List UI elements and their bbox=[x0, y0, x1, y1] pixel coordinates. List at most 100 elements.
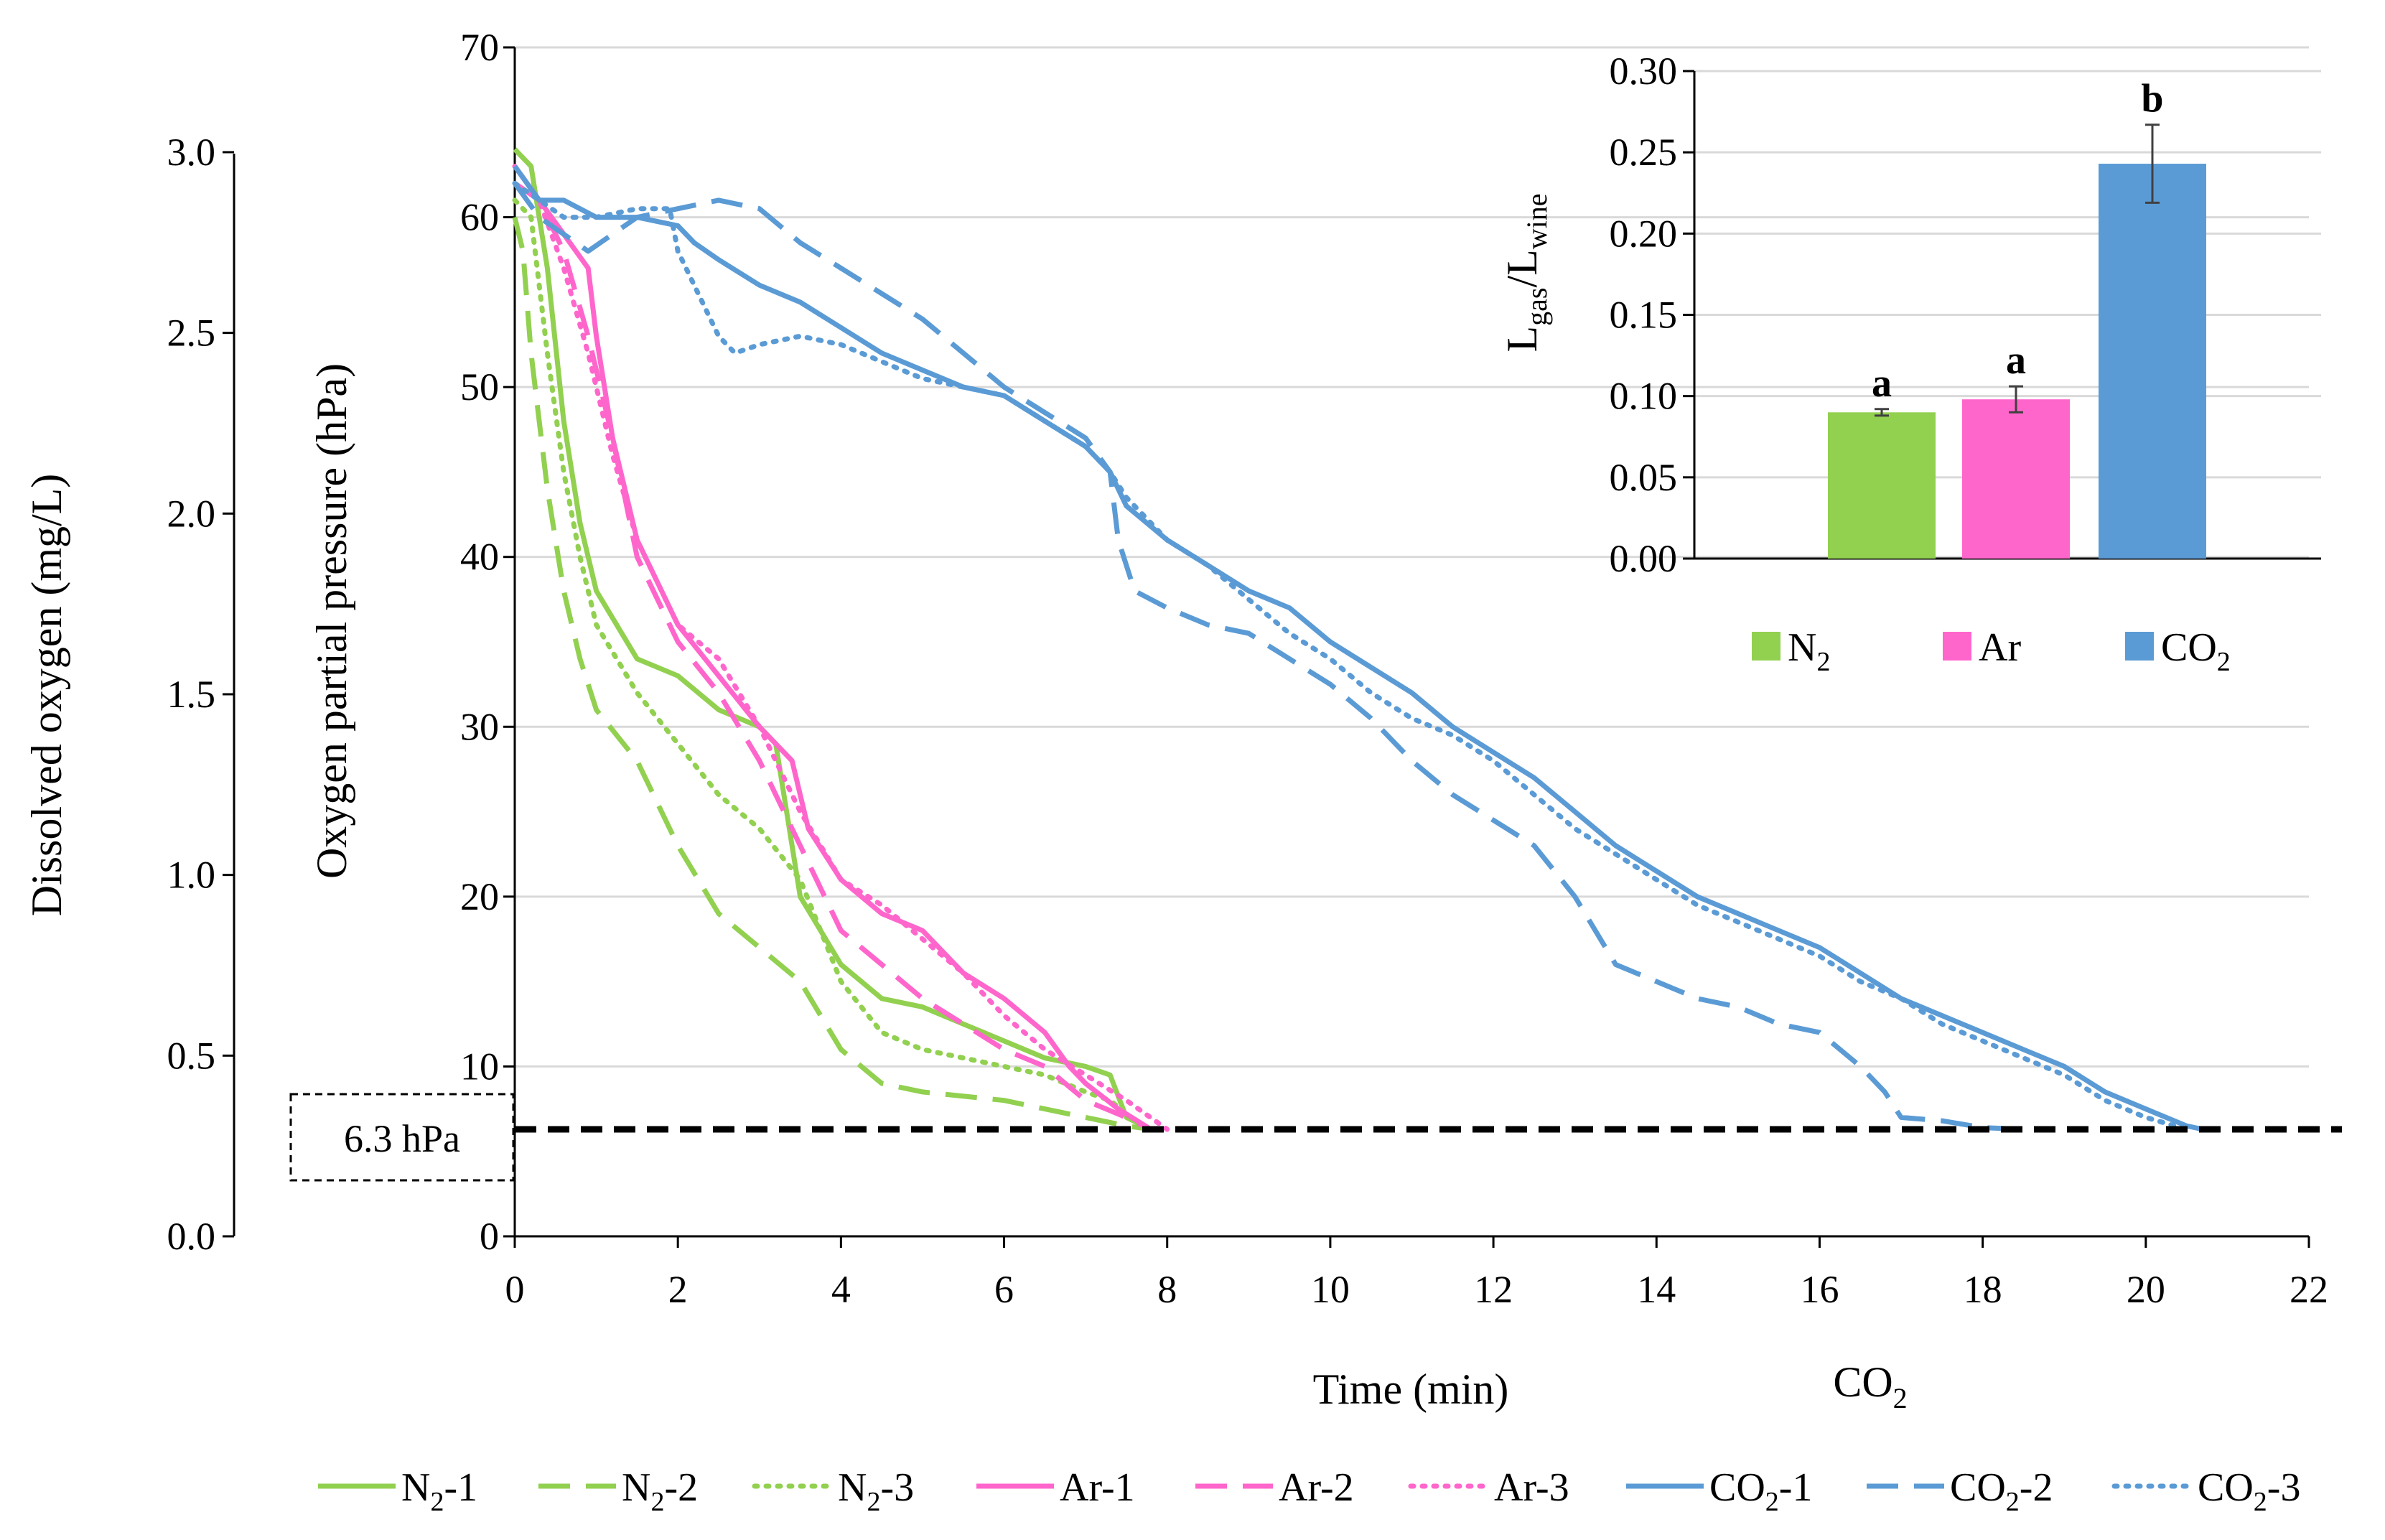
label-subscript: 2 bbox=[430, 1487, 444, 1517]
label-suffix: -3 bbox=[2267, 1465, 2301, 1510]
label-base: N bbox=[401, 1465, 430, 1510]
series-n2-1 bbox=[513, 147, 1152, 1132]
time-axis-title: Time (min) bbox=[1313, 1366, 1509, 1413]
dissolved-oxygen-axis-title: Dissolved oxygen (mg/L) bbox=[23, 474, 70, 917]
x-tick-label: 14 bbox=[1637, 1268, 1676, 1311]
inset-bar-chart: 0.000.050.100.150.200.250.30 Lgas/Lwine … bbox=[1498, 50, 2321, 677]
inset-legend-label-n2: N2 bbox=[1788, 625, 1830, 677]
label-subscript: 2 bbox=[2217, 647, 2231, 677]
significance-label-ar: a bbox=[2006, 338, 2026, 383]
label-base: Ar bbox=[1060, 1465, 1102, 1510]
y-tick-label: 70 bbox=[460, 26, 499, 69]
x-tick-label: 20 bbox=[2127, 1268, 2165, 1311]
series-co2-1 bbox=[513, 164, 2204, 1132]
inset-y-tick-label: 0.25 bbox=[1610, 131, 1678, 174]
label-base: Ar bbox=[1279, 1465, 1321, 1510]
x-tick-label: 2 bbox=[668, 1268, 688, 1311]
y-tick-label: 60 bbox=[460, 196, 499, 239]
label-subscript: 2 bbox=[2254, 1487, 2267, 1517]
y-tick-label: 10 bbox=[460, 1045, 499, 1088]
label-base: CO bbox=[1950, 1465, 2006, 1510]
series-ar-1 bbox=[513, 164, 1152, 1131]
series-n2-2 bbox=[512, 216, 1152, 1132]
y-tick-label: 0 bbox=[480, 1215, 499, 1258]
label-base: CO bbox=[2161, 625, 2217, 670]
legend-label-co2-1: CO2-1 bbox=[1709, 1465, 1812, 1517]
inset-bars: a a b bbox=[1828, 77, 2206, 559]
legend-label-n2-3: N2-3 bbox=[838, 1465, 914, 1517]
threshold-label: 6.3 hPa bbox=[344, 1117, 460, 1160]
label-base: Ar bbox=[1979, 625, 2021, 670]
series-co2-2 bbox=[513, 182, 2024, 1132]
label-base: CO bbox=[2198, 1465, 2254, 1510]
threshold-label-box bbox=[289, 1093, 515, 1182]
inset-y-tick-label: 0.30 bbox=[1610, 50, 1678, 93]
label-suffix: -1 bbox=[444, 1465, 477, 1510]
legend-label-ar-3: Ar-3 bbox=[1494, 1465, 1569, 1510]
series-co2-3 bbox=[512, 180, 2190, 1132]
y-tick-label: 50 bbox=[460, 365, 499, 409]
y-tick-label: 30 bbox=[460, 705, 499, 748]
label-suffix: -3 bbox=[1536, 1465, 1569, 1510]
x-tick-label: 18 bbox=[1964, 1268, 2002, 1311]
inset-y-tick-label: 0.00 bbox=[1610, 537, 1678, 580]
y2-tick-label: 2.5 bbox=[167, 312, 216, 355]
label-suffix: -2 bbox=[664, 1465, 698, 1510]
label-suffix: -3 bbox=[880, 1465, 914, 1510]
threshold: 6.3 hPa bbox=[289, 1093, 2342, 1182]
legend-label-co2-3: CO2-3 bbox=[2198, 1465, 2300, 1517]
inset-legend-swatch-co2 bbox=[2125, 632, 2154, 661]
time-axis: 0 2 4 6 8 10 12 14 16 18 20 22 bbox=[505, 1235, 2328, 1311]
series-layer bbox=[512, 147, 2204, 1132]
inset-legend-label-ar: Ar bbox=[1979, 625, 2021, 670]
label-suffix: -1 bbox=[1101, 1465, 1135, 1510]
inset-y-ticks: 0.00 0.05 0.10 0.15 0.20 0.25 0.30 bbox=[1610, 50, 1694, 580]
label-base: Ar bbox=[1494, 1465, 1536, 1510]
legend-label-ar-1: Ar-1 bbox=[1060, 1465, 1135, 1510]
label-base: N bbox=[1788, 625, 1816, 670]
dissolved-oxygen-axis: 0.0 0.5 1.0 1.5 2.0 2.5 3.0 bbox=[167, 131, 235, 1258]
label-base: N bbox=[838, 1465, 867, 1510]
x-tick-label: 6 bbox=[994, 1268, 1014, 1311]
series-legend: N2-1 N2-2 N2-3 Ar-1 Ar-2 Ar-3 CO2-1 CO2-2 CO2-3 bbox=[318, 1465, 2300, 1517]
series-n2-3 bbox=[512, 197, 1154, 1132]
x-tick-label: 10 bbox=[1311, 1268, 1350, 1311]
label-base: N bbox=[622, 1465, 650, 1510]
inset-y-tick-label: 0.10 bbox=[1610, 375, 1678, 418]
inset-legend-swatch-n2 bbox=[1752, 632, 1780, 661]
x-tick-label: 16 bbox=[1800, 1268, 1839, 1311]
y2-tick-label: 3.0 bbox=[167, 131, 216, 174]
legend-label-n2-1: N2-1 bbox=[401, 1465, 477, 1517]
x-tick-label: 8 bbox=[1157, 1268, 1177, 1311]
y-tick-label: 40 bbox=[460, 536, 499, 579]
oxygen-pressure-axis-title: Oxygen partial pressure (hPa) bbox=[308, 363, 355, 879]
label-base: CO bbox=[1709, 1465, 1765, 1510]
y2-tick-label: 0.5 bbox=[167, 1034, 216, 1077]
label-suffix: -2 bbox=[1320, 1465, 1354, 1510]
bar-co2 bbox=[2099, 164, 2206, 559]
main-gridlines bbox=[515, 46, 2309, 1068]
label-suffix: -1 bbox=[1779, 1465, 1813, 1510]
x-tick-label: 22 bbox=[2290, 1268, 2328, 1311]
significance-label-n2: a bbox=[1872, 361, 1892, 406]
series-ar-2 bbox=[513, 181, 1152, 1132]
label-subscript: 2 bbox=[1816, 647, 1830, 677]
label-subscript: 2 bbox=[867, 1487, 880, 1517]
inset-legend-label-co2: CO2 bbox=[2161, 625, 2231, 677]
bar-ar bbox=[1962, 399, 2070, 559]
bar-n2 bbox=[1828, 412, 1936, 559]
oxygen-pressure-axis: 0 10 20 30 40 50 60 70 bbox=[460, 26, 516, 1258]
x-tick-label: 12 bbox=[1474, 1268, 1513, 1311]
label-subscript: 2 bbox=[1765, 1487, 1779, 1517]
y-tick-label: 20 bbox=[460, 875, 499, 918]
secondary-axis-title-co2: CO2 bbox=[1833, 1358, 1907, 1414]
inset-y-tick-label: 0.15 bbox=[1610, 294, 1678, 337]
legend-label-n2-2: N2-2 bbox=[622, 1465, 698, 1517]
inset-y-tick-label: 0.05 bbox=[1610, 456, 1678, 499]
inset-legend-swatch-ar bbox=[1943, 632, 1971, 661]
inset-legend: N2 Ar CO2 bbox=[1752, 625, 2231, 677]
series-ar-3 bbox=[512, 164, 1170, 1132]
y2-tick-label: 1.5 bbox=[167, 673, 216, 716]
legend-label-ar-2: Ar-2 bbox=[1279, 1465, 1354, 1510]
